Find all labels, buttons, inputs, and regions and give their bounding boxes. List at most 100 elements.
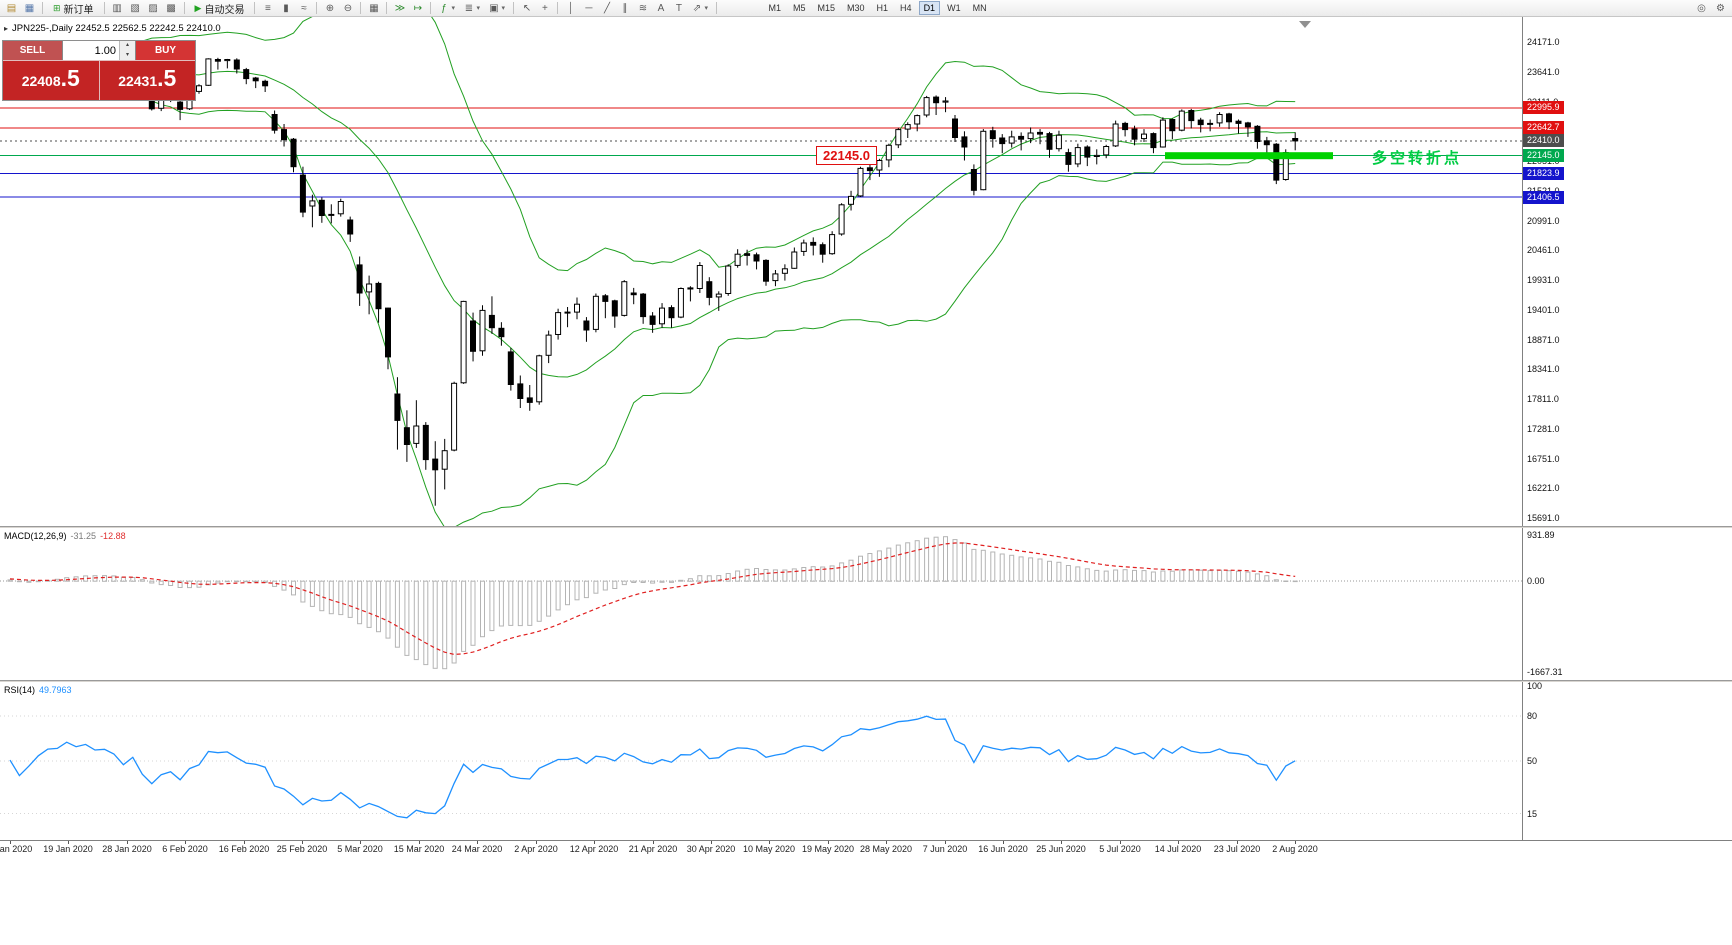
toolbar-separator — [513, 2, 515, 14]
date-label: 7 Jun 2020 — [922, 844, 968, 854]
date-tick — [1003, 841, 1004, 844]
bear-candle — [989, 130, 996, 140]
data-window-icon[interactable]: ▧ — [130, 2, 140, 14]
volume-down-button[interactable]: ▾ — [120, 50, 135, 60]
tile-windows-icon[interactable]: ▦ — [369, 2, 379, 14]
toolbar-right: ◎ ⚙ — [1693, 1, 1729, 16]
price-level-tag[interactable]: 21406.5 — [1523, 191, 1564, 204]
price-level-tag[interactable]: 21823.9 — [1523, 167, 1564, 180]
time-axis[interactable]: 7 Jan 2020 19 Jan 2020 28 Jan 2020 6 Feb 20… — [0, 840, 1732, 857]
bull-candle — [555, 312, 562, 336]
zoom-in-icon[interactable]: ⊕ — [325, 2, 335, 14]
periods-icon[interactable]: ≣ — [464, 2, 474, 14]
autotrading-button[interactable]: ▶ 自动交易 — [189, 1, 251, 16]
trendline-icon[interactable]: ╱ — [603, 2, 610, 14]
dropdown-caret-icon[interactable]: ▾ — [476, 5, 480, 12]
dropdown-caret-icon[interactable]: ▾ — [451, 5, 455, 12]
timeframe-MN[interactable]: MN — [972, 3, 987, 13]
navigator-icon[interactable]: ▨ — [148, 2, 158, 14]
sell-price-big-digit: .5 — [60, 65, 80, 91]
cursor-icon[interactable]: ↖ — [522, 2, 532, 14]
price-level-tag[interactable]: 22642.7 — [1523, 121, 1564, 134]
price-tick-label: 18341.0 — [1527, 364, 1560, 374]
bear-candle — [961, 136, 968, 148]
timeframe-H1[interactable]: H1 — [876, 3, 889, 13]
chart-shift-icon[interactable]: ↦ — [413, 2, 423, 14]
bar-chart-icon[interactable]: ≡ — [265, 2, 271, 14]
auto-scroll-icon[interactable]: ≫ — [394, 2, 406, 14]
fibonacci-icon[interactable]: ≋ — [638, 2, 648, 14]
autotrading-icon: ▶ — [194, 2, 202, 13]
buy-button[interactable]: BUY — [136, 41, 195, 60]
bollinger-upper-band — [9, 17, 1296, 272]
timeframe-H4[interactable]: H4 — [900, 3, 912, 13]
timeframe-W1[interactable]: W1 — [947, 3, 961, 13]
date-tick — [945, 841, 946, 844]
candlestick-chart-icon[interactable]: ▮ — [283, 2, 289, 14]
bull-candle — [337, 201, 344, 215]
timeframe-M5[interactable]: M5 — [792, 3, 806, 13]
vertical-line-icon[interactable]: │ — [567, 2, 575, 14]
crosshair-icon[interactable]: + — [542, 2, 548, 14]
timeframe-M15[interactable]: M15 — [817, 3, 836, 13]
zoom-out-icon[interactable]: ⊖ — [343, 2, 353, 14]
sell-price-display[interactable]: 22408.5 — [3, 61, 99, 100]
bear-candle — [810, 241, 817, 246]
arrows-icon[interactable]: ⇗ — [692, 2, 702, 14]
macd-chart-canvas[interactable] — [0, 528, 1522, 680]
bear-candle — [611, 300, 618, 317]
price-tick-label: 19401.0 — [1527, 305, 1560, 315]
bull-candle — [772, 273, 779, 282]
line-chart-icon[interactable]: ≈ — [301, 2, 307, 14]
macd-histogram-bar — [1207, 570, 1213, 582]
turning-point-label[interactable]: 多空转折点 — [1372, 150, 1463, 167]
turning-point-highlight-bar[interactable] — [1165, 152, 1333, 160]
new-chart-icon[interactable]: ▤ — [6, 2, 17, 14]
timeframe-M30[interactable]: M30 — [847, 3, 865, 13]
macd-histogram-bar — [1047, 560, 1052, 582]
volume-up-button[interactable]: ▴ — [120, 41, 135, 51]
pane-separator[interactable] — [0, 526, 1732, 528]
chart-shift-marker[interactable] — [1299, 21, 1311, 28]
bear-candle — [866, 167, 873, 172]
settings-icon[interactable]: ⚙ — [1716, 2, 1725, 14]
macd-histogram-bar — [319, 580, 325, 612]
price-level-tag[interactable]: 22145.0 — [1523, 149, 1564, 162]
bear-candle — [640, 293, 647, 318]
one-click-toggle-icon[interactable]: ▸ — [4, 24, 9, 33]
templates-icon[interactable]: ▣ — [489, 2, 499, 14]
timeframe-D1[interactable]: D1 — [918, 1, 941, 15]
date-tick — [886, 841, 887, 844]
rsi-chart-canvas[interactable] — [0, 682, 1522, 840]
text-label-icon[interactable]: T — [675, 2, 683, 14]
dropdown-caret-icon[interactable]: ▾ — [501, 5, 505, 12]
new-order-button[interactable]: ⊞ 新订单 — [47, 1, 100, 16]
toolbar-separator — [360, 2, 362, 14]
market-watch-icon[interactable]: ▥ — [112, 2, 122, 14]
pane-separator[interactable] — [0, 680, 1732, 682]
main-toolbar: ▤ ▦ ⊞ 新订单 ▥ ▧ ▨ ▩ ▶ 自动交易 ≡ ▮ ≈ ⊕ ⊖ ▦ ≫ ↦ ƒ ▾ ≣ ▾ ▣ ▾ ↖ + │ ─ ╱ ∥ ≋ A T ⇗ ▾… — [0, 0, 1732, 17]
sell-button[interactable]: SELL — [3, 41, 62, 60]
price-level-flag[interactable]: 22145.0 — [816, 146, 877, 165]
timeframe-M1[interactable]: M1 — [768, 3, 781, 13]
macd-histogram-bar — [678, 579, 684, 582]
horizontal-line-icon[interactable]: ─ — [585, 2, 593, 14]
chart-profiles-icon[interactable]: ▦ — [24, 2, 35, 14]
indicators-icon[interactable]: ƒ — [441, 2, 447, 14]
macd-histogram-bar — [309, 580, 315, 607]
macd-histogram-bar — [35, 580, 41, 583]
price-chart-canvas[interactable] — [0, 17, 1522, 526]
terminal-icon[interactable]: ▩ — [166, 2, 176, 14]
volume-input[interactable] — [63, 41, 119, 60]
text-icon[interactable]: A — [657, 2, 665, 14]
price-level-tag[interactable]: 22995.9 — [1523, 101, 1564, 114]
price-tick-label: 15691.0 — [1527, 513, 1560, 523]
dropdown-caret-icon[interactable]: ▾ — [704, 5, 708, 12]
search-icon[interactable]: ◎ — [1697, 2, 1706, 14]
macd-signal-line — [9, 542, 1296, 656]
price-level-tag[interactable]: 22410.0 — [1523, 134, 1564, 147]
macd-histogram-bar — [404, 580, 410, 656]
macd-axis-label: 0.00 — [1527, 576, 1545, 586]
channel-icon[interactable]: ∥ — [622, 2, 628, 14]
buy-price-display[interactable]: 22431.5 — [100, 61, 196, 100]
